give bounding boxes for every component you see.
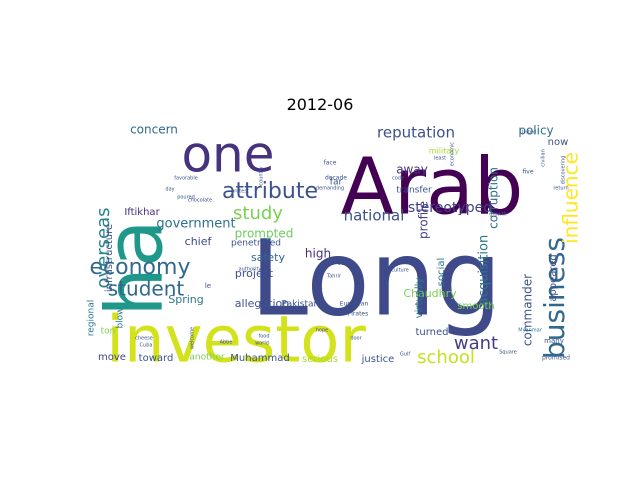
word-profile: profile bbox=[417, 201, 431, 239]
word-least: least bbox=[434, 156, 446, 162]
word-infrastructure: infrastructure bbox=[104, 224, 115, 292]
word-attribute: attribute bbox=[222, 179, 318, 204]
word-poured: poured bbox=[177, 195, 195, 201]
word-economic: economic bbox=[450, 142, 456, 166]
word-acquisition: acquisition bbox=[477, 235, 492, 306]
word-social: social bbox=[436, 258, 447, 287]
word-high: high bbox=[305, 247, 331, 261]
word-door: door bbox=[350, 336, 362, 342]
word-stereotyped: stereotyped bbox=[408, 200, 492, 216]
word-authority: authority bbox=[239, 267, 262, 273]
word-policy: policy bbox=[518, 124, 553, 138]
word-turned: turned bbox=[415, 327, 448, 338]
word-arab: Arab bbox=[341, 142, 524, 232]
word-reputation: reputation bbox=[377, 124, 455, 142]
word-country: country bbox=[259, 166, 265, 185]
word-school: school bbox=[417, 347, 475, 368]
word-virtually: virtually bbox=[414, 278, 425, 319]
word-protest: protest bbox=[231, 189, 249, 195]
word-move: move bbox=[98, 352, 126, 363]
word-chief: chief bbox=[185, 235, 213, 248]
word-day: day bbox=[165, 187, 174, 193]
word-tahrir: Tahrir bbox=[326, 274, 342, 280]
word-prompted: prompted bbox=[235, 227, 294, 241]
word-government: government bbox=[156, 217, 235, 232]
word-five: five bbox=[522, 169, 533, 176]
chart-title: 2012-06 bbox=[287, 95, 354, 114]
word-decade: decade bbox=[325, 175, 347, 182]
word-corruption: corruption bbox=[487, 167, 501, 229]
word-business: business bbox=[538, 237, 571, 359]
word-concern: concern bbox=[130, 123, 178, 137]
word-united: United bbox=[520, 130, 536, 136]
word-welcome: welcome bbox=[190, 327, 196, 349]
word-chaudhry: Chaudhry bbox=[403, 287, 457, 300]
word-one: one bbox=[181, 126, 274, 184]
word-study: study bbox=[233, 203, 283, 224]
word-appeared: appeared bbox=[548, 254, 559, 302]
word-many: many bbox=[544, 337, 564, 345]
word-investor: investor bbox=[106, 304, 366, 378]
word-overseas: overseas bbox=[93, 208, 114, 289]
word-influence: influence bbox=[559, 152, 583, 244]
word-serious: serious bbox=[302, 354, 338, 365]
word-transfer: transfer bbox=[396, 186, 432, 196]
word-favorable: favorable bbox=[174, 176, 198, 182]
word-hope: hope bbox=[316, 328, 328, 334]
word-face: face bbox=[324, 160, 337, 167]
word-now: now bbox=[548, 137, 569, 148]
word-spring: Spring bbox=[168, 293, 204, 306]
word-promised: promised bbox=[542, 355, 570, 362]
word-iftikhar: Iftikhar bbox=[124, 207, 160, 218]
word-discovering: discovering bbox=[561, 156, 567, 185]
word-gulf: Gulf bbox=[400, 352, 410, 358]
word-penetrated: penetrated bbox=[231, 239, 281, 249]
word-myanmar: Myanmar bbox=[518, 328, 542, 334]
word-abbe: Abbe bbox=[220, 340, 233, 346]
word-european: European bbox=[340, 301, 369, 308]
word-regional: regional bbox=[87, 300, 97, 336]
word-muhammad: Muhammad bbox=[230, 353, 289, 364]
word-allegation: allegation bbox=[235, 297, 289, 310]
word-away: away bbox=[396, 163, 428, 177]
word-another: another bbox=[189, 353, 224, 363]
word-pakistanis: Pakistanis bbox=[282, 300, 327, 310]
word-safety: safety bbox=[251, 251, 285, 264]
word-long: Long bbox=[250, 217, 502, 339]
word-culture: culture bbox=[391, 268, 408, 274]
word-toward: toward bbox=[139, 353, 174, 364]
word-cuba: Cuba bbox=[140, 343, 153, 349]
word-ha: ha bbox=[90, 219, 180, 316]
word-struggle: struggle bbox=[326, 259, 351, 266]
word-world: world bbox=[255, 341, 269, 347]
word-ton: ton bbox=[101, 327, 116, 337]
word-military: military bbox=[429, 147, 460, 156]
word-return: return bbox=[553, 186, 568, 192]
word-commander: commander bbox=[521, 274, 535, 346]
word-square: Square bbox=[499, 350, 517, 356]
word-le: le bbox=[205, 282, 211, 290]
word-blow: blow bbox=[116, 307, 126, 328]
word-student: student bbox=[108, 277, 185, 301]
word-code: code bbox=[392, 176, 404, 182]
word-far: far bbox=[330, 178, 343, 188]
word-economy: economy bbox=[90, 255, 191, 280]
word-growth: growth bbox=[489, 212, 506, 218]
word-project: project bbox=[235, 267, 274, 280]
word-want: want bbox=[454, 333, 498, 354]
word-cheese: cheese bbox=[135, 336, 153, 342]
word-justice: justice bbox=[361, 354, 395, 365]
word-demanding: demanding bbox=[316, 186, 344, 192]
word-civilian: civilian bbox=[541, 149, 547, 167]
word-chocolate: chocolate bbox=[188, 198, 212, 204]
word-pirates: Pirates bbox=[348, 311, 368, 318]
word-national: national bbox=[344, 207, 405, 225]
word-food: food bbox=[258, 334, 269, 340]
word-smooth: smooth bbox=[457, 301, 494, 312]
